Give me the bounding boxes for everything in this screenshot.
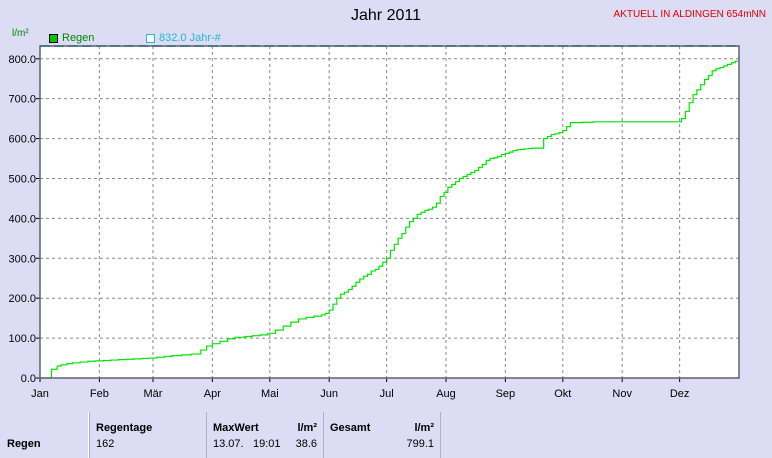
series-line-regen [40, 60, 738, 379]
x-tick-label: Feb [90, 388, 109, 400]
maxwert-value: 38.6 [295, 438, 317, 450]
legend-regen: Regen [49, 32, 94, 44]
maxwert-header: MaxWert [213, 422, 259, 434]
y-tick-label: 700.0 [8, 94, 36, 106]
x-tick-label: Jun [320, 388, 338, 400]
y-axis-unit: l/m² [12, 28, 29, 39]
y-tick-label: 100.0 [8, 333, 36, 345]
x-tick-label: Okt [554, 388, 571, 400]
y-tick-label: 300.0 [8, 253, 36, 265]
y-tick-label: 600.0 [8, 134, 36, 146]
x-tick-label: Mär [144, 388, 163, 400]
chart-area: 0.0 100.0 200.0 300.0 400.0 500.0 600.0 700.0 80… [8, 7, 766, 400]
plot-frame [39, 45, 740, 379]
maxwert-cell: MaxWert l/m² 13.07. 19:01 38.6 [206, 412, 323, 458]
y-tick-label: 400.0 [8, 213, 36, 225]
x-tick-label: Jul [380, 388, 394, 400]
x-tick-label: Dez [670, 388, 690, 400]
station-label: AKTUELL IN ALDINGEN 654mNN [613, 9, 766, 20]
y-tick-label: 500.0 [8, 173, 36, 185]
summary-table: Regen Regentage 162 MaxWert l/m² 13.07. … [0, 412, 772, 458]
summary-row-label-cell: Regen [0, 412, 88, 458]
x-tick-label: Apr [204, 388, 221, 400]
y-tick-label: 200.0 [8, 293, 36, 305]
x-tick-label: Mai [261, 388, 279, 400]
gesamt-unit: l/m² [414, 422, 434, 434]
regentage-cell: Regentage 162 [89, 412, 206, 458]
x-tick-label: Sep [496, 388, 516, 400]
regentage-header: Regentage [96, 422, 153, 434]
x-tick-label: Jan [31, 388, 49, 400]
x-tick-label: Aug [436, 388, 456, 400]
rain-chart: 0.0 100.0 200.0 300.0 400.0 500.0 600.0 700.0 80… [8, 45, 740, 400]
chart-title: Jahr 2011 [351, 7, 421, 24]
legend-total-swatch [146, 33, 155, 43]
x-tick-label: Nov [612, 388, 632, 400]
maxwert-time: 19:01 [253, 438, 281, 450]
summary-empty-cell [440, 412, 772, 458]
plot-background [40, 46, 739, 378]
maxwert-unit: l/m² [297, 422, 317, 434]
summary-row-label: Regen [7, 438, 41, 450]
legend-regen-swatch [49, 33, 58, 43]
y-tick-label: 0.0 [21, 373, 36, 385]
legend-regen-label: Regen [62, 32, 95, 44]
y-tick-label: 800.0 [8, 54, 36, 66]
gesamt-value: 799.1 [406, 438, 434, 450]
gesamt-header: Gesamt [330, 422, 371, 434]
regentage-value: 162 [96, 438, 115, 450]
maxwert-date: 13.07. [213, 438, 244, 450]
legend-annual-total: 832.0 Jahr-# [146, 32, 221, 44]
gesamt-cell: Gesamt l/m² 799.1 [323, 412, 440, 458]
legend-total-label: 832.0 Jahr-# [159, 32, 221, 44]
